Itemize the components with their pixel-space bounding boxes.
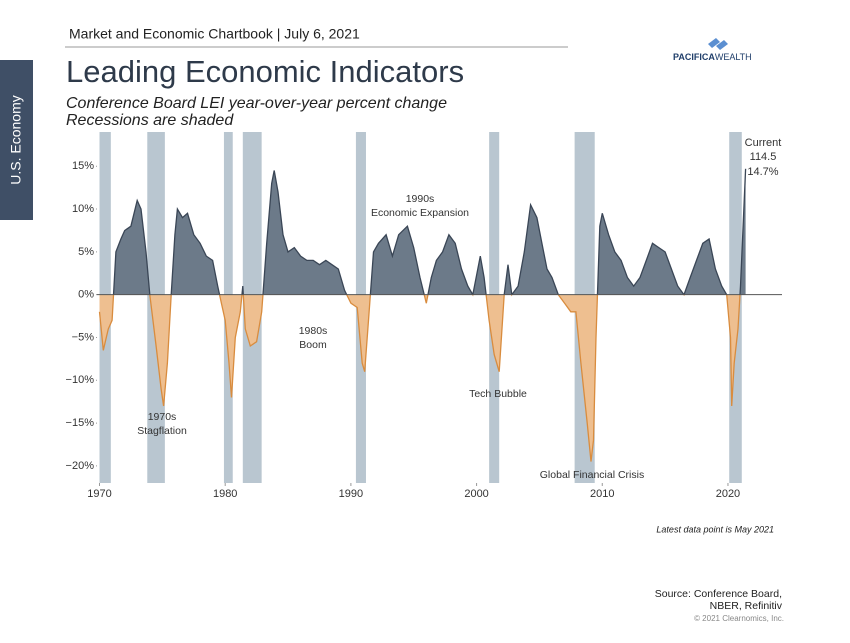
y-tick-label: −10% [66,374,95,386]
logo: PACIFICAWEALTH [673,38,752,62]
source: NBER, Refinitiv [710,600,783,612]
y-tick-label: 10% [72,203,94,215]
x-tick-label: 1970 [87,488,111,500]
header: Market and Economic Chartbook | July 6, … [69,26,360,42]
annotation: Global Financial Crisis [540,469,644,481]
annotation: Tech Bubble [469,388,527,400]
x-tick-label: 1980 [213,488,237,500]
sidebar [0,60,33,220]
area-positive [113,168,746,295]
y-tick-label: 5% [78,246,94,258]
sidebar-label: U.S. Economy [8,95,24,184]
annotation: 1970s [148,411,177,423]
logo-light: WEALTH [715,52,752,62]
line-positive [112,168,747,295]
plot: 15% 10% 5% 0% −5% −10% −15% −20% 1970 1980 1990 200… [66,132,782,500]
note: Latest data point is May 2021 [656,524,774,534]
copyright: © 2021 Clearnomics, Inc. [694,614,784,623]
logo-icon [708,38,728,50]
subtitle: Recessions are shaded [66,112,234,129]
y-tick-label: 15% [72,160,94,172]
x-tick-label: 2020 [716,488,740,500]
y-tick-label: −15% [66,417,95,429]
y-tick-label: −5% [72,331,95,343]
annotation: Boom [299,339,327,351]
current-index: 114.5 [750,151,777,163]
current-label: Current [745,137,782,149]
x-tick-label: 2010 [590,488,614,500]
x-tick-label: 2000 [464,488,488,500]
y-tick-label: −20% [66,460,95,472]
subtitle: Conference Board LEI year-over-year perc… [66,95,447,112]
x-tick-label: 1990 [339,488,363,500]
annotation: 1990s [406,193,435,205]
annotation: Stagflation [137,425,187,437]
logo-text: PACIFICAWEALTH [673,52,752,62]
current-value: 14.7% [747,166,778,178]
y-tick-label: 0% [78,289,94,301]
area-negative [99,294,746,462]
annotation: Economic Expansion [371,207,469,219]
logo-bold: PACIFICA [673,52,715,62]
chart-title: Leading Economic Indicators [66,54,464,89]
annotation: 1980s [299,325,328,337]
source: Source: Conference Board, [655,588,782,600]
